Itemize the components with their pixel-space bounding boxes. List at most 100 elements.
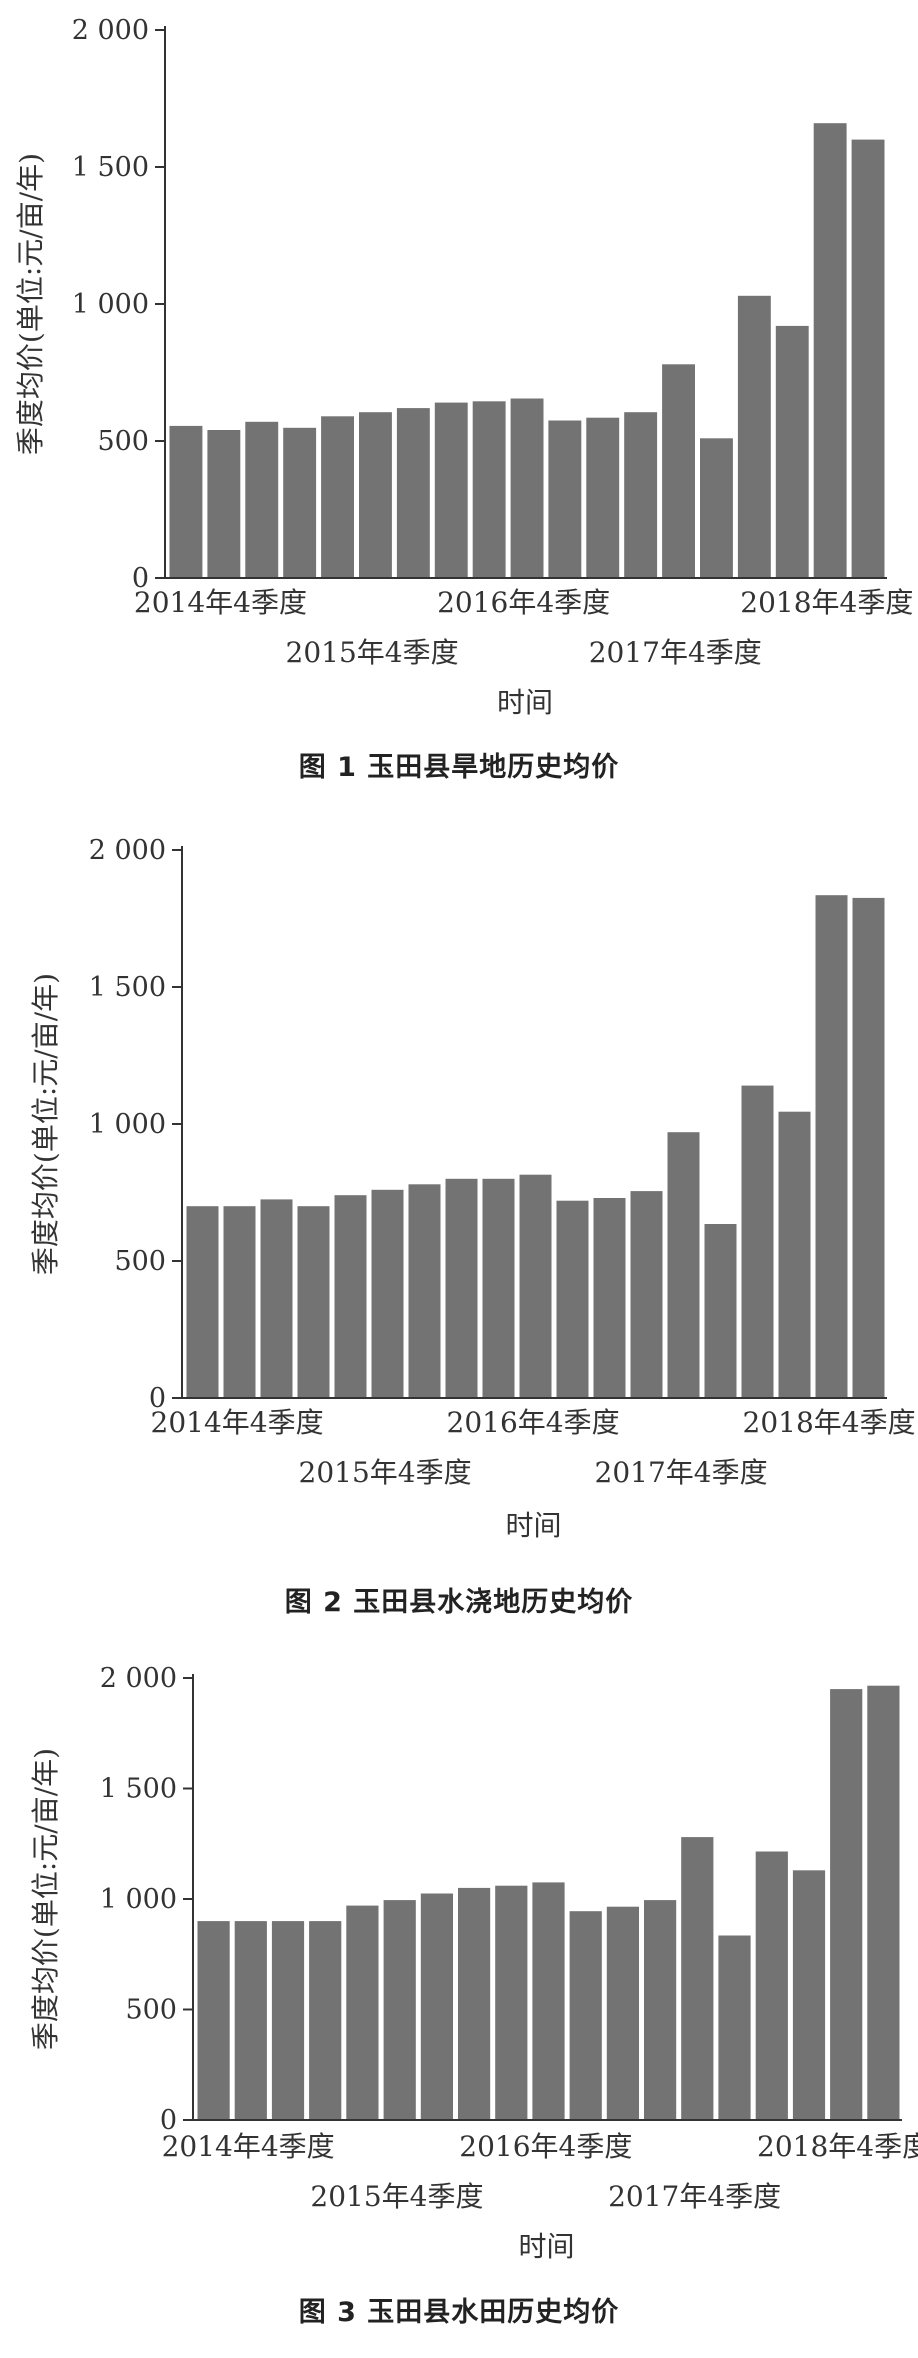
- y-tick-label: 1 500: [100, 1774, 177, 1805]
- bar: [681, 1837, 714, 2120]
- bar: [396, 408, 430, 578]
- x-tick-label: 2015年4季度: [286, 636, 459, 669]
- figure-1: 0 500 1 000 1 500 2 000 2014年4季度 2015年4季度 2016年…: [0, 0, 918, 800]
- y-tick-label: 2 000: [100, 1663, 177, 1694]
- y-axis-title: 季度均价(单位:元/亩/年): [29, 1748, 62, 2050]
- bar: [186, 1206, 219, 1398]
- bar: [630, 1191, 663, 1398]
- bar: [346, 1905, 379, 2120]
- bar: [169, 425, 203, 578]
- bar: [704, 1224, 737, 1398]
- bar: [371, 1189, 404, 1398]
- x-tick-label: 2014年4季度: [134, 586, 307, 619]
- bar: [359, 412, 392, 578]
- bar: [519, 1174, 552, 1398]
- x-tick-label: 2017年4季度: [589, 636, 762, 669]
- x-tick-label: 2016年4季度: [459, 2130, 632, 2163]
- bar: [548, 420, 582, 578]
- x-axis-title: 时间: [497, 686, 553, 719]
- y-tick-label: 0: [149, 1383, 166, 1414]
- bar: [830, 1689, 863, 2120]
- bar: [420, 1893, 453, 2120]
- x-tick-label: 2017年4季度: [595, 1456, 768, 1489]
- bar: [778, 1111, 811, 1398]
- bar: [495, 1885, 528, 2120]
- bar: [852, 897, 885, 1398]
- y-tick-label: 2 000: [89, 835, 166, 866]
- bar: [775, 325, 809, 578]
- x-tick-label: 2015年4季度: [310, 2180, 483, 2213]
- bar: [792, 1870, 826, 2120]
- bar: [593, 1198, 626, 1398]
- figure-3: 0 500 1 000 1 500 2 000 2014年4季度 2015年4季度 2016年…: [0, 1660, 918, 2358]
- bar: [667, 1132, 700, 1398]
- x-tick-label: 2018年4季度: [743, 1406, 916, 1439]
- bar: [624, 412, 658, 578]
- x-tick-label: 2014年4季度: [162, 2130, 335, 2163]
- bar: [445, 1178, 478, 1398]
- y-tick-label: 1 500: [72, 152, 149, 183]
- chart-3-svg: 0 500 1 000 1 500 2 000 2014年4季度 2015年4季度 2016年…: [29, 1663, 918, 2263]
- y-tick-label: 500: [114, 1246, 166, 1277]
- chart-2-svg: 0 500 1 000 1 500 2 000 2014年4季度 2015年4季度 2016年…: [29, 835, 916, 1542]
- y-axis-title: 季度均价(单位:元/亩/年): [29, 973, 62, 1275]
- bar: [813, 123, 847, 578]
- y-tick-label: 2 000: [72, 15, 149, 46]
- bar: [737, 295, 771, 578]
- bar: [644, 1900, 677, 2120]
- bar: [867, 1685, 900, 2120]
- bar: [662, 364, 695, 578]
- bar: [472, 401, 506, 578]
- bar: [718, 1935, 751, 2120]
- bar: [606, 1906, 639, 2120]
- y-tick-label: 500: [97, 426, 149, 457]
- bar: [851, 139, 885, 578]
- bar: [309, 1921, 342, 2120]
- bar: [245, 421, 279, 578]
- bar: [556, 1200, 589, 1398]
- bar: [334, 1195, 367, 1398]
- y-tick-label: 1 000: [72, 289, 149, 320]
- bar: [755, 1851, 788, 2120]
- chart-1-svg: 0 500 1 000 1 500 2 000 2014年4季度 2015年4季度 2016年…: [14, 15, 913, 719]
- bar: [383, 1900, 416, 2120]
- x-tick-label: 2014年4季度: [151, 1406, 324, 1439]
- x-tick-label: 2017年4季度: [608, 2180, 781, 2213]
- bar: [458, 1887, 491, 2120]
- bar: [271, 1921, 305, 2120]
- bar: [321, 416, 354, 578]
- x-tick-label: 2018年4季度: [740, 586, 913, 619]
- figure-1-caption: 图 1 玉田县旱地历史均价: [298, 752, 620, 783]
- y-tick-label: 1 500: [89, 972, 166, 1003]
- y-tick-label: 500: [125, 1995, 177, 2026]
- y-axis-title: 季度均价(单位:元/亩/年): [14, 153, 47, 455]
- bar: [586, 417, 620, 578]
- x-tick-label: 2015年4季度: [299, 1456, 472, 1489]
- bar: [207, 430, 241, 578]
- bar: [408, 1184, 441, 1398]
- bar: [741, 1085, 774, 1398]
- y-tick-label: 0: [160, 2105, 177, 2136]
- figure-2-caption: 图 2 玉田县水浇地历史均价: [284, 1587, 634, 1618]
- bar: [434, 402, 468, 578]
- bar: [234, 1921, 267, 2120]
- bar: [197, 1921, 230, 2120]
- x-axis-title: 时间: [505, 1509, 561, 1542]
- y-tick-label: 0: [132, 563, 149, 594]
- x-tick-label: 2018年4季度: [757, 2130, 918, 2163]
- y-tick-label: 1 000: [100, 1884, 177, 1915]
- bar: [223, 1206, 256, 1398]
- bar: [297, 1206, 330, 1398]
- bar: [815, 895, 848, 1398]
- figure-2: 0 500 1 000 1 500 2 000 2014年4季度 2015年4季度 2016年…: [0, 820, 918, 1620]
- x-tick-label: 2016年4季度: [437, 586, 610, 619]
- bar: [700, 438, 733, 578]
- bar: [532, 1882, 565, 2120]
- y-tick-label: 1 000: [89, 1109, 166, 1140]
- x-tick-label: 2016年4季度: [447, 1406, 620, 1439]
- bar: [569, 1911, 602, 2120]
- bar: [283, 427, 317, 578]
- x-axis-title: 时间: [518, 2230, 574, 2263]
- bar: [510, 398, 544, 578]
- bar: [260, 1199, 293, 1398]
